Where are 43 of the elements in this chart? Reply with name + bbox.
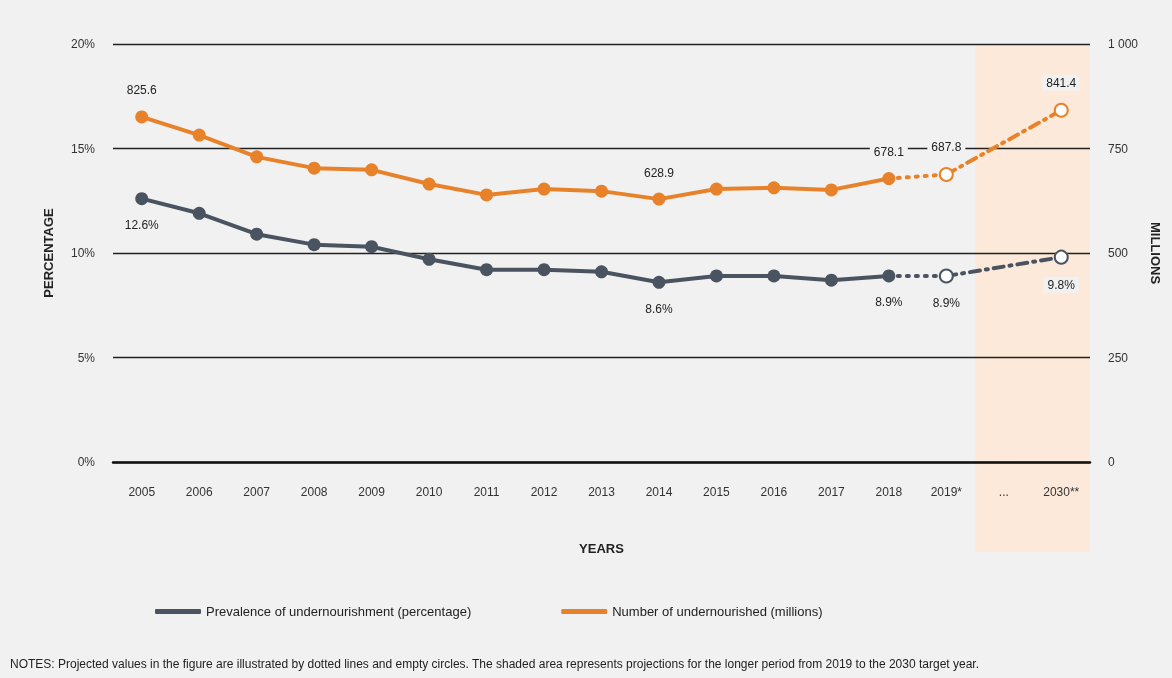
x-tick-label: 2030** [1043, 485, 1080, 499]
y-tick-label: 20% [70, 37, 96, 51]
x-tick-label: 2008 [300, 485, 328, 499]
legend-label: Number of undernourished (millions) [612, 604, 823, 619]
data-label: 687.8 [931, 140, 962, 154]
y2-tick-label: 1 000 [1108, 37, 1139, 51]
x-tick-label: 2014 [645, 485, 673, 499]
x-tick-label: 2019* [930, 485, 963, 499]
y-tick-label: 15% [70, 141, 96, 156]
data-label: 841.4 [1046, 75, 1077, 90]
data-label: 8.6% [645, 301, 673, 316]
data-label: 628.9 [643, 165, 675, 180]
y-tick-label: 10% [70, 246, 96, 260]
x-tick-label: 2012 [530, 485, 558, 499]
x-tick-label: 2005 [128, 485, 156, 499]
y2-axis-title: MILLIONS [1147, 221, 1163, 285]
y2-tick-label: 250 [1108, 350, 1129, 365]
y-tick-label: 0% [77, 455, 96, 469]
y-axis-title: PERCENTAGE [41, 208, 56, 298]
x-tick-label: 2013 [588, 485, 616, 499]
x-tick-label: 2007 [243, 485, 271, 499]
data-label: 12.6% [124, 218, 160, 233]
data-label: 9.8% [1047, 277, 1076, 292]
x-tick-label: 2015 [703, 485, 731, 499]
x-tick-label: 2018 [875, 485, 903, 499]
data-label: 825.6 [126, 83, 158, 98]
x-tick-label: 2017 [818, 485, 846, 499]
x-tick-label: ... [998, 485, 1009, 499]
y2-tick-label: 0 [1108, 455, 1115, 469]
data-label: 8.9% [875, 295, 903, 310]
legend-label: Prevalence of undernourishment (percentage) [206, 604, 472, 619]
x-tick-label: 2016 [760, 485, 788, 499]
y-tick-label: 5% [77, 350, 96, 365]
y2-tick-label: 750 [1108, 141, 1129, 156]
y2-tick-label: 500 [1108, 246, 1129, 260]
x-tick-label: 2011 [473, 485, 500, 499]
x-tick-label: 2006 [185, 485, 213, 499]
x-tick-label: 2010 [415, 485, 443, 499]
x-axis-title: YEARS [579, 541, 625, 556]
x-tick-label: 2009 [358, 485, 386, 499]
text: NOTES: Projected values in the figure are illustrated by dotted lines and empty circles. The shaded area represents projections for the longer period from 2019 to the 2030 target year. [10, 657, 979, 671]
data-label: 678.1 [873, 145, 905, 160]
data-label: 8.9% [932, 296, 961, 311]
